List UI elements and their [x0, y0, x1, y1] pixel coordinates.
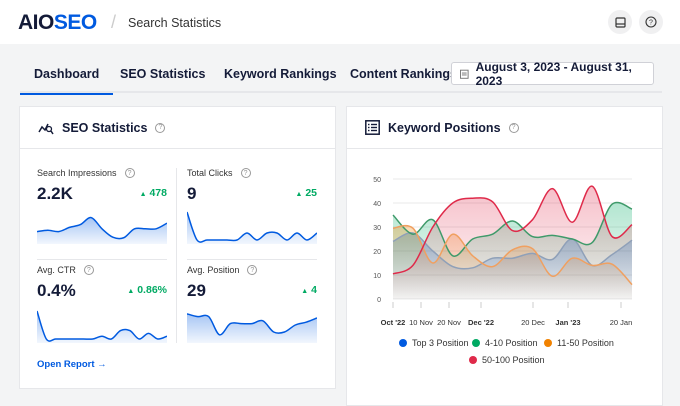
sparkline-line [187, 211, 317, 243]
arrow-up-icon: ▲ [301, 288, 309, 295]
stat-label: Total Clicks [187, 168, 233, 178]
stat-avg-ctr: Avg. CTR? 0.4% ▲ 0.86% [37, 265, 167, 345]
help-icon[interactable]: ? [83, 265, 94, 275]
tab-seo-statistics[interactable]: SEO Statistics [120, 67, 206, 81]
sparkline-area [187, 313, 317, 343]
top-header: AIOSEO / Search Statistics ? [0, 0, 680, 44]
delta-value: 4 [311, 284, 317, 296]
stat-value: 0.4% [37, 281, 76, 300]
help-icon[interactable]: ? [155, 122, 166, 133]
inbox-button[interactable] [608, 10, 632, 34]
stat-label: Search Impressions [37, 168, 117, 178]
stat-delta: ▲ 25 [295, 187, 317, 199]
legend-item[interactable]: 4-10 Position [472, 338, 538, 348]
stat-value: 29 [187, 281, 206, 300]
breadcrumb: Search Statistics [128, 16, 222, 30]
stat-value: 2.2K [37, 184, 73, 203]
aioseo-logo[interactable]: AIOSEO [18, 11, 97, 35]
open-report-link[interactable]: Open Report → [37, 359, 107, 370]
calendar-icon [460, 69, 469, 79]
sparkline [187, 211, 317, 244]
divider [187, 259, 317, 260]
sparkline-line [37, 216, 167, 240]
breadcrumb-separator: / [111, 12, 117, 32]
stat-label: Avg. CTR [37, 265, 76, 275]
help-icon[interactable]: ? [124, 168, 135, 178]
divider [37, 259, 167, 260]
delta-value: 25 [305, 187, 317, 199]
tab-bar: Dashboard SEO Statistics Keyword Ranking… [19, 58, 662, 95]
sparkline [37, 310, 167, 343]
legend-item[interactable]: Top 3 Position [399, 338, 469, 348]
help-icon[interactable]: ? [508, 122, 519, 133]
stat-label: Avg. Position [187, 265, 240, 275]
sparkline [37, 216, 167, 244]
tab-dashboard[interactable]: Dashboard [19, 67, 114, 95]
delta-value: 478 [149, 187, 167, 199]
delta-value: 0.86% [137, 284, 167, 296]
stats-trend-icon [38, 123, 54, 134]
stat-search-impressions: Search Impressions? 2.2K ▲ 478 [37, 168, 167, 248]
legend-dot-icon [469, 356, 477, 364]
help-icon: ? [645, 16, 657, 28]
svg-text:?: ? [649, 20, 653, 27]
legend-dot-icon [544, 339, 552, 347]
stat-delta: ▲ 0.86% [127, 284, 167, 296]
help-icon[interactable]: ? [247, 265, 258, 275]
sparkline-line [187, 313, 317, 336]
tab-content-rankings[interactable]: Content Rankings [350, 67, 457, 81]
legend-label: 4-10 Position [485, 338, 538, 348]
card-title: Keyword Positions [388, 120, 501, 135]
stat-total-clicks: Total Clicks? 9 ▲ 25 [187, 168, 317, 248]
arrow-up-icon: ▲ [127, 288, 135, 295]
stat-delta: ▲ 4 [301, 284, 317, 296]
sparkline-area [37, 311, 167, 343]
stat-avg-position: Avg. Position? 29 ▲ 4 [187, 265, 317, 345]
legend-label: Top 3 Position [412, 338, 469, 348]
tab-keyword-rankings[interactable]: Keyword Rankings [224, 67, 337, 81]
arrow-up-icon: ▲ [295, 191, 303, 198]
legend-dot-icon [472, 339, 480, 347]
legend-item[interactable]: 11-50 Position [544, 338, 614, 348]
legend-item[interactable]: 50-100 Position [469, 355, 545, 365]
logo-text: AIO [18, 11, 54, 34]
legend-dot-icon [399, 339, 407, 347]
card-title: SEO Statistics [62, 120, 148, 135]
help-button[interactable]: ? [639, 10, 663, 34]
divider [176, 168, 177, 343]
list-icon [365, 120, 380, 135]
arrow-up-icon: ▲ [139, 191, 147, 198]
legend-label: 50-100 Position [482, 355, 545, 365]
help-icon[interactable]: ? [240, 168, 251, 178]
stat-value: 9 [187, 184, 197, 203]
sparkline-area [37, 217, 167, 244]
logo-accent: SEO [53, 11, 97, 34]
sparkline-line [37, 310, 167, 342]
legend-label: 11-50 Position [557, 338, 614, 348]
date-range-picker[interactable]: August 3, 2023 - August 31, 2023 [451, 59, 654, 88]
sparkline-area [187, 212, 317, 244]
date-range-text: August 3, 2023 - August 31, 2023 [475, 59, 632, 88]
sparkline [187, 313, 317, 343]
inbox-icon [614, 16, 626, 28]
stat-delta: ▲ 478 [140, 187, 167, 199]
